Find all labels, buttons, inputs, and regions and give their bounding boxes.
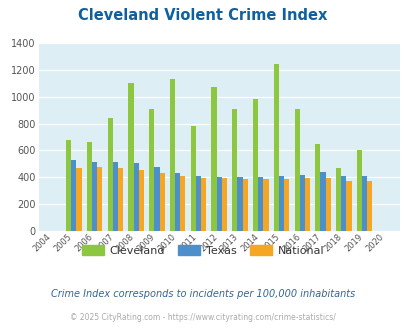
Text: © 2025 CityRating.com - https://www.cityrating.com/crime-statistics/: © 2025 CityRating.com - https://www.city… — [70, 313, 335, 322]
Bar — [211, 87, 216, 231]
Bar — [200, 178, 206, 231]
Bar — [237, 177, 242, 231]
Bar — [87, 142, 92, 231]
Bar — [128, 82, 133, 231]
Bar — [175, 173, 180, 231]
Bar — [221, 178, 226, 231]
Bar — [299, 175, 304, 231]
Bar — [242, 179, 247, 231]
Bar — [113, 162, 118, 231]
Bar — [92, 162, 97, 231]
Bar — [71, 160, 76, 231]
Bar — [118, 168, 123, 231]
Bar — [366, 181, 371, 231]
Bar — [273, 64, 278, 231]
Bar — [325, 178, 330, 231]
Legend: Cleveland, Texas, National: Cleveland, Texas, National — [77, 240, 328, 260]
Bar — [356, 150, 361, 231]
Bar — [76, 168, 81, 231]
Bar — [133, 163, 139, 231]
Bar — [66, 140, 71, 231]
Bar — [345, 181, 351, 231]
Text: Cleveland Violent Crime Index: Cleveland Violent Crime Index — [78, 8, 327, 23]
Text: Crime Index corresponds to incidents per 100,000 inhabitants: Crime Index corresponds to incidents per… — [51, 289, 354, 299]
Bar — [284, 179, 289, 231]
Bar — [149, 110, 154, 231]
Bar — [97, 167, 102, 231]
Bar — [190, 126, 195, 231]
Bar — [315, 144, 320, 231]
Bar — [278, 176, 284, 231]
Bar — [252, 99, 258, 231]
Bar — [335, 168, 341, 231]
Bar — [154, 167, 159, 231]
Bar — [216, 177, 221, 231]
Bar — [139, 170, 144, 231]
Bar — [232, 110, 237, 231]
Bar — [341, 176, 345, 231]
Bar — [263, 179, 268, 231]
Bar — [180, 176, 185, 231]
Bar — [195, 176, 200, 231]
Bar — [258, 177, 263, 231]
Bar — [304, 178, 309, 231]
Bar — [320, 172, 325, 231]
Bar — [159, 173, 164, 231]
Bar — [107, 118, 113, 231]
Bar — [170, 79, 175, 231]
Bar — [361, 176, 366, 231]
Bar — [294, 110, 299, 231]
